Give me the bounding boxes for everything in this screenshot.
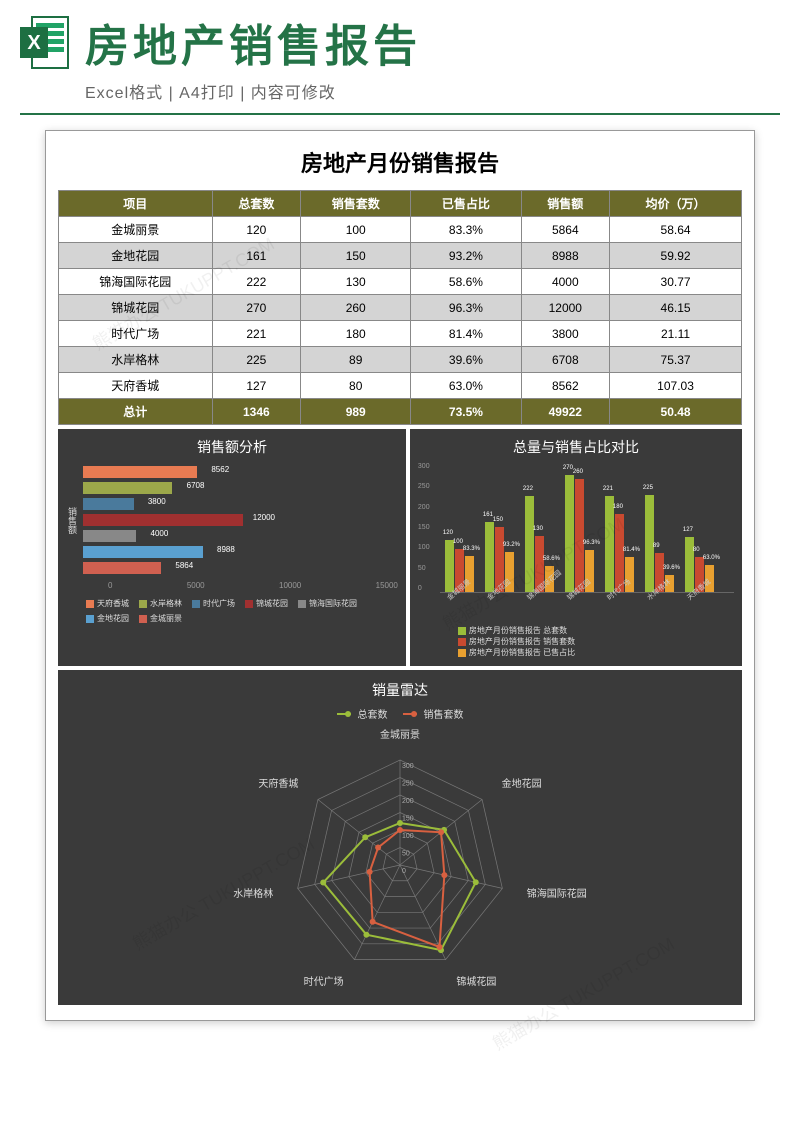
table-row: 天府香城1278063.0%8562107.03 (59, 373, 742, 399)
hbar-ylabel: 销售额 (66, 507, 79, 534)
svg-text:200: 200 (402, 798, 414, 805)
total-row: 总计134698973.5%4992250.48 (59, 399, 742, 425)
hbar-chart: 销售额分析 销售额 85626708380012000400089885864 … (58, 429, 406, 666)
legend-item: 水岸格林 (139, 598, 182, 609)
hbar-row: 5864 (83, 561, 398, 575)
svg-text:0: 0 (402, 868, 406, 875)
divider (20, 113, 780, 115)
legend-item: 房地产月份销售报告 销售套数 (458, 636, 734, 647)
col-header: 总套数 (212, 191, 301, 217)
col-header: 已售占比 (411, 191, 521, 217)
legend-item: 房地产月份销售报告 总套数 (458, 625, 734, 636)
svg-text:100: 100 (402, 833, 414, 840)
page-title: 房地产销售报告 (85, 10, 421, 74)
col-header: 项目 (59, 191, 213, 217)
hbar-row: 3800 (83, 497, 398, 511)
radar-svg: 金城丽景金地花园锦海国际花园锦城花园 时代广场 水岸格林 天府香城 300 250 200 1… (120, 725, 680, 995)
col-header: 均价（万） (610, 191, 742, 217)
table-row: 锦城花园27026096.3%1200046.15 (59, 295, 742, 321)
svg-text:锦城花园: 锦城花园 (456, 975, 496, 988)
page-subtitle: Excel格式 | A4打印 | 内容可修改 (0, 79, 800, 113)
legend-item: 天府香城 (86, 598, 129, 609)
radar-title: 销量雷达 (68, 680, 732, 700)
svg-text:金地花园: 金地花园 (502, 777, 542, 790)
table-row: 时代广场22118081.4%380021.11 (59, 321, 742, 347)
col-header: 销售额 (521, 191, 610, 217)
legend-item: 时代广场 (192, 598, 235, 609)
hbar-row: 4000 (83, 529, 398, 543)
svg-text:250: 250 (402, 781, 414, 788)
report-sheet: 房地产月份销售报告 项目总套数销售套数已售占比销售额均价（万） 金城丽景1201… (45, 130, 755, 1021)
excel-icon: X (20, 15, 70, 70)
svg-text:时代广场: 时代广场 (304, 975, 344, 988)
svg-text:水岸格林: 水岸格林 (233, 887, 273, 900)
svg-text:锦海国际花园: 锦海国际花园 (527, 887, 587, 900)
hbar-row: 8988 (83, 545, 398, 559)
sales-table: 项目总套数销售套数已售占比销售额均价（万） 金城丽景12010083.3%586… (58, 190, 742, 425)
legend-item: 锦海国际花园 (298, 598, 357, 609)
legend-item: 金地花园 (86, 613, 129, 624)
table-row: 水岸格林2258939.6%670875.37 (59, 347, 742, 373)
hbar-title: 销售额分析 (66, 437, 398, 457)
svg-text:X: X (27, 32, 41, 54)
table-row: 金城丽景12010083.3%586458.64 (59, 217, 742, 243)
legend-item: 房地产月份销售报告 已售占比 (458, 647, 734, 658)
svg-text:金城丽景: 金城丽景 (380, 728, 420, 741)
svg-text:150: 150 (402, 816, 414, 823)
legend-item: 金城丽景 (139, 613, 182, 624)
header: X 房地产销售报告 (0, 0, 800, 79)
table-row: 锦海国际花园22213058.6%400030.77 (59, 269, 742, 295)
table-row: 金地花园16115093.2%898859.92 (59, 243, 742, 269)
legend-item: 总套数 (337, 706, 388, 721)
svg-text:50: 50 (402, 851, 410, 858)
vbar-group: 27026096.3% (565, 475, 595, 592)
legend-item: 销售套数 (403, 706, 464, 721)
report-title: 房地产月份销售报告 (58, 146, 742, 178)
svg-text:300: 300 (402, 763, 414, 770)
hbar-row: 8562 (83, 465, 398, 479)
hbar-row: 12000 (83, 513, 398, 527)
vbar-title: 总量与销售占比对比 (418, 437, 734, 457)
hbar-row: 6708 (83, 481, 398, 495)
svg-text:天府香城: 天府香城 (258, 777, 298, 790)
radar-chart: 销量雷达 总套数销售套数 金城丽景金地花园锦海国际花园锦城花园 时代广场 水岸格林 天… (58, 670, 742, 1005)
vbar-chart: 总量与销售占比对比 300250200150100500 12010083.3%… (410, 429, 742, 666)
legend-item: 锦城花园 (245, 598, 288, 609)
col-header: 销售套数 (301, 191, 411, 217)
vbar-group: 22118081.4% (605, 496, 635, 592)
vbar-group: 2258939.6% (645, 495, 675, 593)
